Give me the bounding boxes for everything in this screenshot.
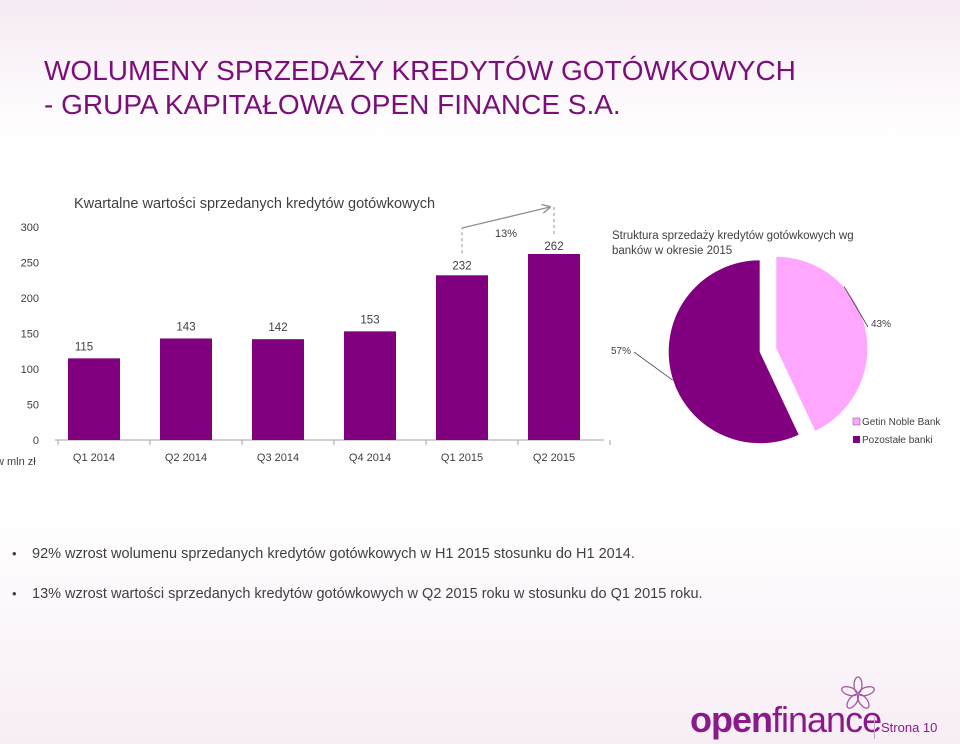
x-tick-label: Q2 2015 <box>533 452 575 464</box>
logo-text-open: open <box>690 699 773 740</box>
bar-value-label: 232 <box>452 260 471 272</box>
bar-chart-title: Kwartalne wartości sprzedanych kredytów … <box>74 196 435 212</box>
bullet-dot-icon: • <box>12 546 17 561</box>
pie-legend: Getin Noble Bank Pozostałe banki <box>852 417 941 446</box>
bullet-item: • 13% wzrost wartości sprzedanych kredyt… <box>12 580 703 608</box>
x-axis-labels: Q1 2014 Q2 2014 Q3 2014 Q4 2014 Q1 2015 Q2 20… <box>73 452 575 464</box>
page-title-line-2: - GRUPA KAPITAŁOWA OPEN FINANCE S.A. <box>44 89 621 120</box>
legend-swatch-other <box>853 436 860 443</box>
legend-swatch-getin <box>852 417 861 426</box>
bar-q2-2014 <box>160 338 212 440</box>
pie-title-text: Struktura sprzedaży kredytów gotówkowych… <box>612 230 854 242</box>
y-axis-unit-label: w mln zł <box>0 456 36 468</box>
bar-q3-2014 <box>252 339 304 440</box>
x-tick-label: Q3 2014 <box>257 452 299 464</box>
growth-arrow <box>461 207 550 229</box>
x-tick-label: Q1 2015 <box>441 452 483 464</box>
bar-q1-2014 <box>68 358 120 440</box>
open-finance-logo: openfinance <box>690 699 882 740</box>
y-tick-label: 300 <box>21 222 39 234</box>
x-tick-label: Q2 2014 <box>165 452 207 464</box>
pie-chart: Struktura sprzedaży kredytów gotówkowych… <box>611 230 941 446</box>
pie-slice-getin-noble-bank <box>775 255 869 433</box>
y-tick-label: 0 <box>33 435 39 447</box>
x-tick-label: Q1 2014 <box>73 452 115 464</box>
bar-q4-2014 <box>344 331 396 440</box>
y-tick-label: 150 <box>21 329 39 341</box>
page-title-line-1: WOLUMENY SPRZEDAŻY KREDYTÓW GOTÓWKOWYCH <box>44 55 796 86</box>
bars <box>68 253 580 440</box>
bar-value-label: 143 <box>176 321 195 333</box>
bullet-item: • 92% wzrost wolumenu sprzedanych kredyt… <box>12 540 703 568</box>
pie-title-text-continued: banków w okresie 2015 <box>612 245 732 257</box>
bar-q2-2015 <box>528 253 580 440</box>
logo-text-finance: finance <box>772 699 882 740</box>
growth-annotation-label: 13% <box>495 228 517 240</box>
bar-value-label: 153 <box>360 314 379 326</box>
page-number: Strona 10 <box>874 717 937 739</box>
bar-value-label: 142 <box>268 322 287 334</box>
pie-data-label-other: 57% <box>611 346 631 357</box>
bar-chart: Kwartalne wartości sprzedanych kredytów … <box>0 196 611 468</box>
pie-chart-title-line-2: banków w okresie 2015 <box>612 245 732 257</box>
summary-bullets: • 92% wzrost wolumenu sprzedanych kredyt… <box>12 540 703 620</box>
pie-slice-pozostale-banki <box>667 259 801 445</box>
open-finance-flower-logo-icon <box>841 676 875 709</box>
y-axis: 0 50 100 150 200 250 300 <box>21 222 39 447</box>
bullet-text: 92% wzrost wolumenu sprzedanych kredytów… <box>32 546 635 562</box>
bullet-dot-icon: • <box>12 586 17 601</box>
bar-value-label: 262 <box>544 241 563 253</box>
bar-value-label: 115 <box>75 341 93 353</box>
legend-label-getin: Getin Noble Bank <box>862 417 941 428</box>
y-tick-label: 50 <box>27 400 39 412</box>
bar-q1-2015 <box>436 275 488 440</box>
pie-data-label-getin: 43% <box>871 319 891 330</box>
bullet-text: 13% wzrost wartości sprzedanych kredytów… <box>32 586 703 602</box>
x-axis-tick-marks <box>57 440 611 445</box>
bar-value-labels: 115 143 142 153 232 262 <box>75 241 564 353</box>
page-title: WOLUMENY SPRZEDAŻY KREDYTÓW GOTÓWKOWYCH … <box>44 54 924 122</box>
y-tick-label: 200 <box>21 293 39 305</box>
pie-chart-title-line-1: Struktura sprzedaży kredytów gotówkowych… <box>612 230 854 242</box>
pie-leader-line-other <box>633 351 673 381</box>
pie-leader-line-getin <box>843 286 869 328</box>
x-tick-label: Q4 2014 <box>349 452 391 464</box>
y-tick-label: 250 <box>21 258 39 270</box>
legend-label-other: Pozostałe banki <box>862 435 933 446</box>
y-tick-label: 100 <box>21 364 39 376</box>
